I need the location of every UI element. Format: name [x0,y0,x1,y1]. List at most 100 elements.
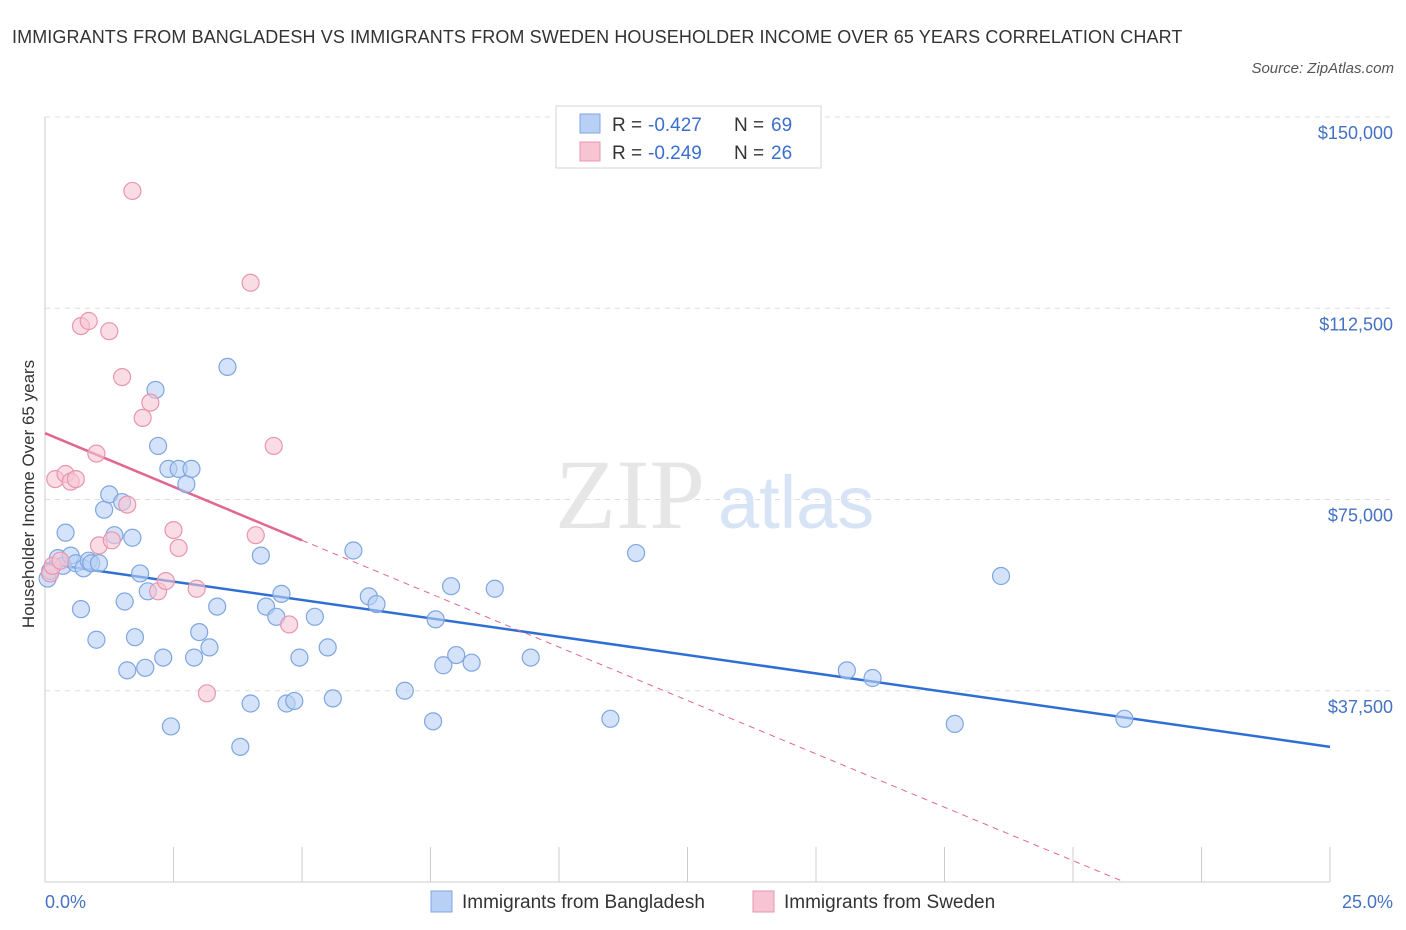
top-legend: R = -0.427 N = 69 R = -0.249 N = 26 [555,105,822,169]
point-sweden-9 [87,444,106,463]
legend-r-label-1: R = [612,115,642,136]
legend-r-label-2: R = [612,143,642,164]
legend-swatch-sweden [579,141,601,162]
data-points [38,181,1134,756]
legend-swatch-bangladesh [579,113,601,134]
grid-lines [45,116,1393,692]
point-bangladesh-25 [148,436,168,456]
point-bangladesh-46 [305,607,324,626]
point-sweden-12 [102,531,121,550]
legend-n-value-2: 26 [771,143,792,164]
x-tick-min: 0.0% [45,892,86,912]
point-bangladesh-21 [130,564,150,583]
x-tick-labels: 0.0% 25.0% [45,892,1393,912]
y-axis-label: Householder Income Over 65 years [19,360,38,628]
y-tick-label-3: $37,500 [1328,697,1393,717]
point-bangladesh-54 [426,610,445,629]
watermark: ZIP atlas [555,439,874,550]
point-bangladesh-31 [182,459,201,478]
legend-n-label-1: N = [734,115,764,136]
point-bangladesh-59 [485,579,504,598]
point-bangladesh-53 [423,712,443,731]
point-sweden-19 [156,571,175,591]
point-bangladesh-22 [136,658,155,677]
point-bangladesh-39 [251,546,270,565]
point-bangladesh-66 [991,566,1011,586]
point-sweden-13 [112,368,132,387]
point-sweden-25 [246,526,265,545]
point-bangladesh-37 [231,737,250,756]
point-bangladesh-26 [154,648,173,667]
point-bangladesh-61 [601,709,620,728]
point-bangladesh-60 [521,648,540,667]
y-tick-label-2: $75,000 [1328,506,1393,526]
point-bangladesh-57 [447,645,466,665]
point-bangladesh-67 [1115,709,1134,728]
point-bangladesh-4 [56,523,75,542]
point-sweden-8 [79,311,98,331]
point-sweden-14 [118,495,137,514]
legend-n-value-1: 69 [771,115,792,136]
point-bangladesh-13 [95,500,114,519]
point-sweden-15 [123,181,142,201]
point-bangladesh-48 [323,689,342,708]
point-bangladesh-19 [123,528,142,547]
bottom-legend: Immigrants from Bangladesh Immigrants fr… [430,890,995,913]
point-bangladesh-17 [115,592,134,611]
bottom-legend-label-bangladesh: Immigrants from Bangladesh [462,892,705,913]
legend-r-value-1: -0.427 [648,115,702,136]
point-bangladesh-38 [241,694,260,713]
point-sweden-20 [164,520,183,540]
point-sweden-11 [100,322,119,341]
point-bangladesh-63 [837,661,856,680]
y-tick-label-1: $112,500 [1319,314,1393,334]
point-bangladesh-45 [290,648,309,667]
point-bangladesh-49 [344,541,363,560]
watermark-atlas: atlas [718,461,874,544]
point-sweden-23 [197,684,217,703]
bottom-legend-swatch-bangladesh [430,890,453,913]
point-bangladesh-52 [395,681,414,700]
point-bangladesh-56 [441,577,461,596]
point-bangladesh-51 [367,594,386,614]
chart-source: Source: ZipAtlas.com [1251,60,1394,77]
point-bangladesh-11 [87,630,106,649]
point-bangladesh-20 [125,628,145,647]
point-sweden-27 [280,615,299,634]
legend-r-value-2: -0.249 [648,143,702,164]
chart-title: IMMIGRANTS FROM BANGLADESH VS IMMIGRANTS… [12,27,1183,47]
watermark-zip: ZIP [555,439,705,550]
bottom-legend-swatch-sweden [752,890,775,913]
point-sweden-6 [66,470,85,489]
point-sweden-24 [241,273,260,292]
point-bangladesh-62 [626,543,646,563]
point-bangladesh-35 [208,597,227,616]
point-bangladesh-28 [161,717,181,736]
legend-n-label-2: N = [734,143,764,164]
y-tick-labels: $150,000 $112,500 $75,000 $37,500 [1318,123,1393,717]
axes [44,117,1331,883]
x-tick-max: 25.0% [1342,892,1393,912]
point-bangladesh-64 [863,668,882,688]
trend-extension-1 [301,539,1125,883]
y-tick-label-0: $150,000 [1318,123,1393,143]
point-bangladesh-55 [434,656,453,675]
point-bangladesh-36 [218,357,237,376]
point-sweden-21 [169,538,188,558]
point-sweden-26 [264,436,283,456]
point-bangladesh-7 [71,600,91,619]
trend-line-0 [44,562,1331,749]
point-bangladesh-30 [177,475,196,494]
point-sweden-3 [51,551,70,570]
point-bangladesh-65 [945,714,964,734]
point-sweden-16 [133,408,152,427]
point-bangladesh-32 [184,648,204,667]
point-bangladesh-33 [190,622,209,642]
bottom-legend-label-sweden: Immigrants from Sweden [784,892,995,913]
point-bangladesh-34 [200,638,219,657]
point-bangladesh-42 [272,584,291,603]
point-bangladesh-44 [285,691,304,711]
point-sweden-22 [187,579,206,598]
point-bangladesh-47 [318,638,337,657]
